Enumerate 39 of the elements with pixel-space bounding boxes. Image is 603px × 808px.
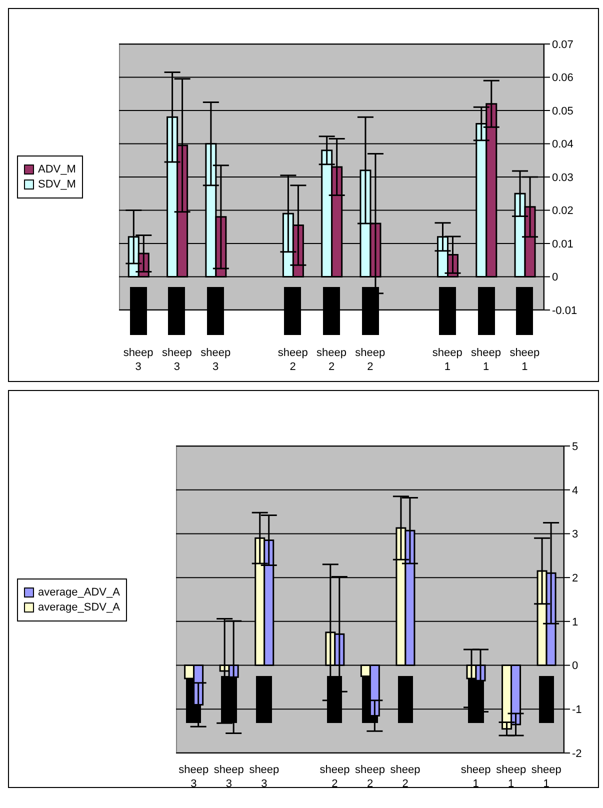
x-tick-label: sheep 3: [178, 764, 209, 790]
x-tick-label: sheep 2: [278, 347, 308, 373]
x-tick-label: sheep 1: [460, 764, 491, 790]
y-tick-label: 2: [572, 572, 578, 584]
y-tick-label: 1: [572, 616, 578, 628]
y-tick-label: -0.01: [552, 304, 578, 317]
x-tick-label: sheep 2: [390, 764, 420, 790]
x-tick-label: sheep 1: [531, 764, 562, 790]
x-tick-label: sheep 1: [496, 764, 526, 790]
x-tick-label: sheep 1: [432, 347, 462, 373]
y-tick-label: 0.02: [552, 205, 574, 218]
legend-label: average_SDV_A: [38, 601, 120, 613]
y-tick-label: 0.06: [552, 72, 574, 84]
y-tick-label: 0.03: [552, 172, 574, 184]
x-tick-label: sheep 1: [471, 347, 502, 373]
y-tick-label: 0.05: [552, 105, 574, 118]
y-tick-label: 3: [572, 528, 578, 541]
x-tick-label: sheep 1: [510, 347, 540, 373]
x-tick-label: sheep 2: [355, 347, 386, 373]
x-tick-label: sheep 3: [249, 764, 280, 790]
x-tick-label: sheep 3: [214, 764, 244, 790]
x-tick-label: sheep 2: [355, 764, 385, 790]
y-tick-label: 0.01: [552, 238, 574, 250]
y-tick-label: 0.07: [552, 38, 574, 51]
y-tick-label: 0.04: [552, 138, 574, 151]
y-tick-label: 5: [572, 440, 578, 453]
x-tick-label: sheep 2: [320, 764, 350, 790]
y-tick-label: 4: [572, 484, 578, 497]
y-tick-label: 0: [572, 660, 578, 672]
x-tick-label: sheep 3: [200, 347, 231, 373]
y-tick-label: 0: [552, 272, 558, 284]
legend-label: SDV_M: [38, 178, 76, 190]
y-tick-label: -1: [572, 704, 582, 716]
y-tick-label: -2: [572, 748, 582, 760]
x-tick-label: sheep 2: [316, 347, 346, 373]
x-tick-label: sheep 3: [123, 347, 154, 373]
legend-label: average_ADV_A: [38, 586, 120, 598]
legend-label: ADV_M: [38, 164, 76, 176]
x-tick-label: sheep 3: [162, 347, 192, 373]
